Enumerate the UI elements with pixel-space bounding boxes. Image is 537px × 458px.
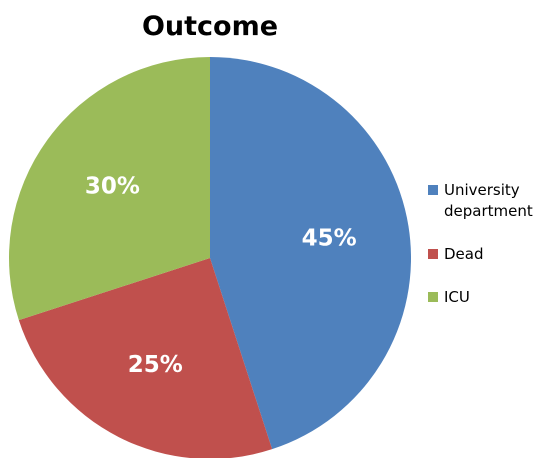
data-label: 45% [302,226,357,252]
data-label: 25% [128,352,183,378]
pie-slice [18,258,273,458]
legend-swatch [428,185,438,195]
legend-swatch [428,249,438,259]
legend-label: University department [444,181,533,220]
legend: University department Dead ICU [428,180,533,308]
chart-title: Outcome [142,11,278,42]
legend-item: ICU [428,287,533,308]
data-label: 30% [85,174,140,200]
legend-label: Dead [444,245,484,263]
legend-swatch [428,292,438,302]
legend-item: University department [428,180,533,222]
legend-label: ICU [444,288,470,306]
pie-slice [210,57,411,450]
legend-item: Dead [428,244,533,265]
pie-slice [8,57,210,321]
